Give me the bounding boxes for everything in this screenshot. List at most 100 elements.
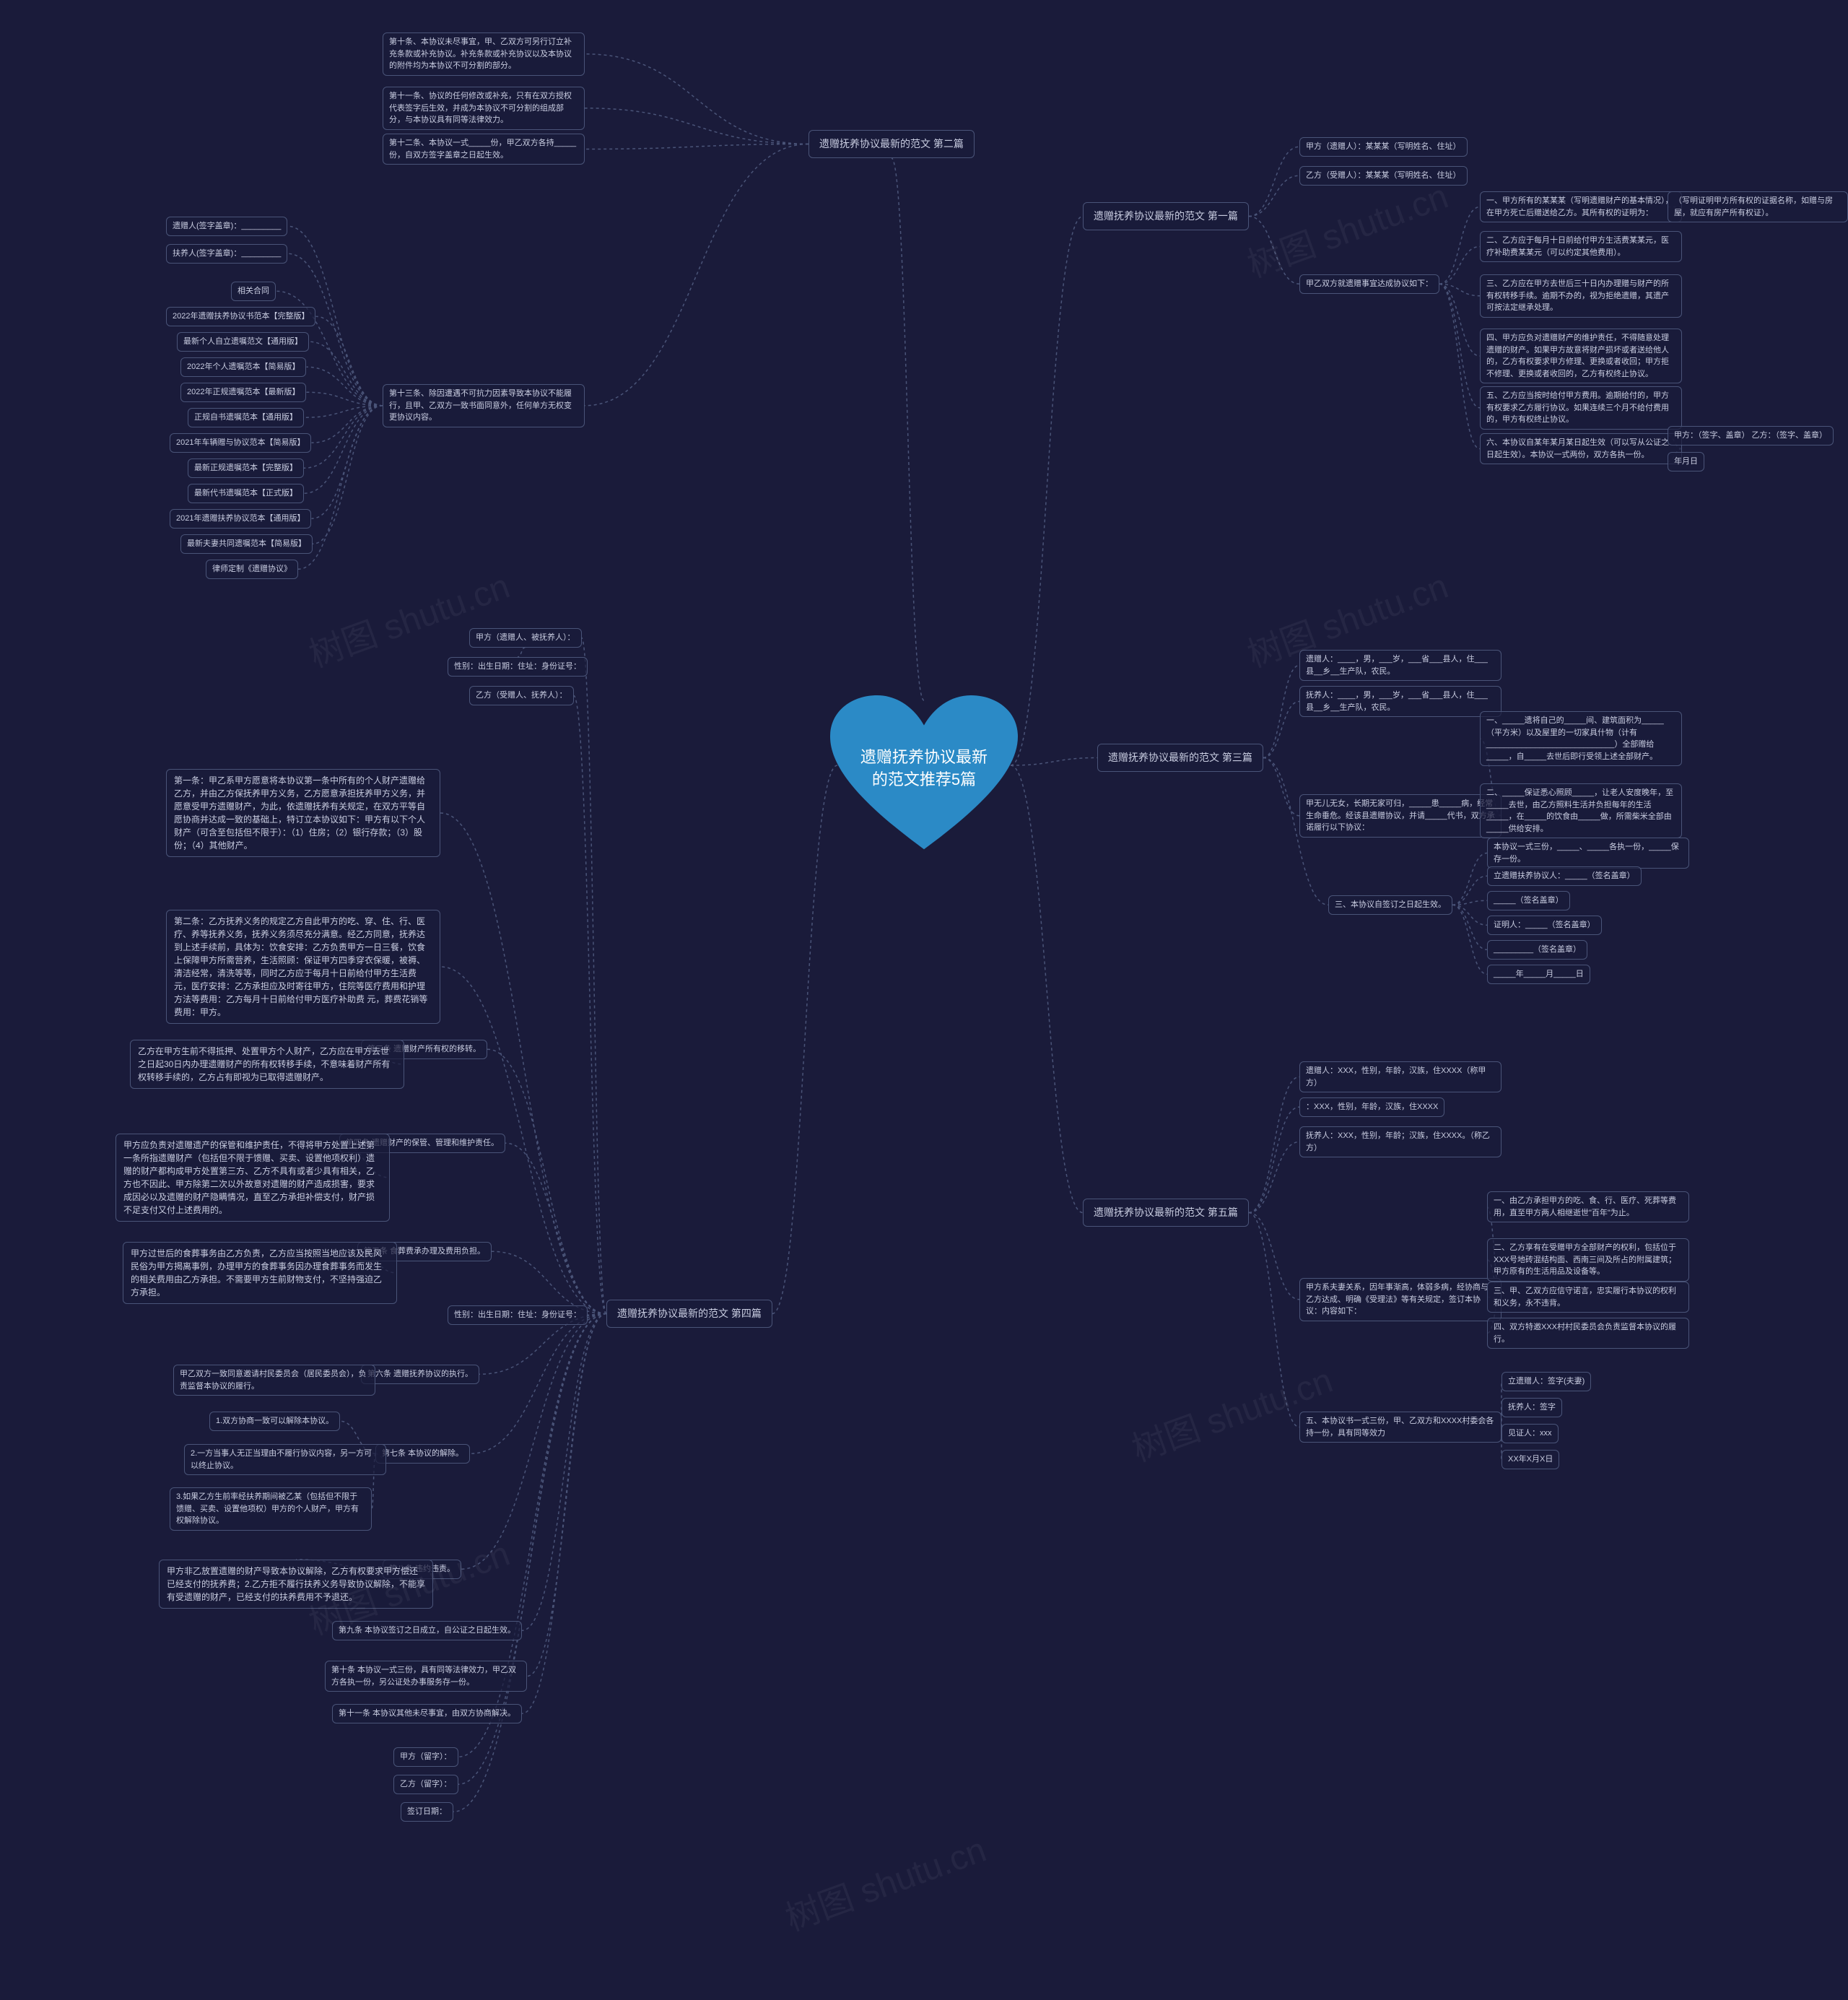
node-b2_l5: 最新个人自立遗嘱范文【通用版】 <box>177 332 309 352</box>
node-b2_l4: 2022年遗赠扶养协议书范本【完整版】 <box>166 307 315 326</box>
center-title: 遗赠抚养协议最新的范文推荐5篇 <box>859 747 989 791</box>
edge <box>311 406 383 443</box>
node-b3_c2: 二、_____保证悉心照顾_____，让老人安度晚年，至_____去世，由乙方照… <box>1480 783 1682 838</box>
node-b4_3: 乙方在甲方生前不得抵押、处置甲方个人财产，乙方应在甲方去世之日起30日内办理遗赠… <box>130 1040 404 1089</box>
node-b5_d2: 二、乙方享有在受赠甲方全部财产的权利，包括位于XXX号地砖混结构面、西南三间及所… <box>1487 1238 1689 1282</box>
node-b5_e2: 抚养人：签字 <box>1502 1398 1562 1417</box>
edge <box>311 406 383 519</box>
node-b3_c: 甲无儿无女，长期无家可归，_____患_____病，经常生命垂危。经该县遗赠协议… <box>1299 794 1502 838</box>
node-b4_s3: 签订日期： <box>401 1802 453 1822</box>
node-b5_e4: XX年X月X日 <box>1502 1450 1559 1469</box>
node-b1_c4: 四、甲方应负对遗赠财产的维护责任，不得随意处理遗赠的财产。如果甲方故意将财产损坏… <box>1480 329 1682 383</box>
node-b1_c2: 二、乙方应于每月十日前给付甲方生活费某某元，医疗补助费某某元（可以约定其他费用）… <box>1480 231 1682 262</box>
node-b5_d3: 三、甲、乙双方应信守诺言，忠实履行本协议的权利和义务，永不违背。 <box>1487 1282 1689 1313</box>
node-b2_l2: 扶养人(签字盖章)：_________ <box>166 244 287 264</box>
node-b2_l10: 最新正规遗嘱范本【完整版】 <box>188 458 304 478</box>
node-b2_l11: 最新代书遗嘱范本【正式版】 <box>188 484 304 503</box>
edge <box>304 406 383 494</box>
node-b5_d4: 四、双方特邀XXX村村民委员会负责监督本协议的履行。 <box>1487 1318 1689 1349</box>
node-b5_d: 甲方系夫妻关系，因年事渐高，体弱多病，经协商与乙方达成、明确《受理法》等有关规定… <box>1299 1278 1502 1321</box>
node-b5_a: 遗赠人：XXX，性别，年龄，汉族，住XXXX（称甲方） <box>1299 1061 1502 1092</box>
edge <box>1439 207 1480 284</box>
edge <box>1249 1077 1299 1213</box>
edge <box>1439 284 1480 296</box>
edge <box>487 1049 606 1313</box>
node-b5_e: 五、本协议书一式三份，甲、乙双方和XXXX村委会各持一份，具有同等效力 <box>1299 1412 1502 1443</box>
edge <box>1439 247 1480 284</box>
edge <box>1439 284 1480 408</box>
edge <box>1263 666 1299 758</box>
watermark: 树图 shutu.cn <box>1239 168 1454 287</box>
edge <box>1452 905 1487 925</box>
node-b4_s1: 甲方（留字）： <box>393 1747 458 1767</box>
edge <box>772 765 837 1314</box>
node-b3_d1: 本协议一式三份，_____、_____各执一份，_____保存一份。 <box>1487 838 1689 869</box>
branch-b1: 遗赠抚养协议最新的范文 第一篇 <box>1083 202 1249 230</box>
edge <box>1249 217 1299 284</box>
node-b4_1: 第一条：甲乙系甲方愿意将本协议第一条中所有的个人财产遗赠给乙方，并由乙方保抚养甲… <box>166 769 440 857</box>
node-b4_5: 甲方过世后的食葬事务由乙方负责，乙方应当按照当地应该及民风民俗为甲方揭离事例，办… <box>123 1242 397 1304</box>
node-b4_hA: 甲方（遗赠人、被抚养人）： <box>469 628 582 648</box>
edge <box>1011 758 1097 766</box>
edge <box>1452 900 1487 905</box>
edge <box>585 108 808 144</box>
node-b3_b: 抚养人：____，男，___岁，___省___县人，住___县__乡__生产队，… <box>1299 686 1502 717</box>
watermark: 树图 shutu.cn <box>777 1821 992 1940</box>
branch-b2: 遗赠抚养协议最新的范文 第二篇 <box>808 130 975 158</box>
node-b4_11h: 第十一条 本协议其他未尽事宜，由双方协商解决。 <box>332 1704 522 1723</box>
node-b2_l1: 遗赠人(签字盖章)：_________ <box>166 217 287 236</box>
edge <box>304 406 383 418</box>
edge <box>492 1251 606 1313</box>
edge <box>304 406 383 469</box>
edge <box>306 367 383 406</box>
node-b4_s2: 乙方（留字）： <box>393 1775 458 1794</box>
edge <box>1263 702 1299 758</box>
node-b1_c1a: （写明证明甲方所有权的证据名称，如赠与房屋，就应有房产所有权证）。 <box>1668 191 1848 222</box>
node-b4_7b: 2.一方当事人无正当理由不履行协议内容，另一方可以终止协议。 <box>184 1444 386 1475</box>
edge <box>1249 175 1299 216</box>
edge <box>1011 765 1083 1213</box>
node-b1_c: 甲乙双方就遗赠事宜达成协议如下： <box>1299 274 1439 294</box>
node-b4_hA1: 性别：出生日期：住址：身份证号： <box>448 657 588 677</box>
node-b1_c1: 一、甲方所有的某某某（写明遗赠财产的基本情况），在甲方死亡后赠送给乙方。其所有权… <box>1480 191 1682 222</box>
edge <box>574 695 607 1313</box>
node-b2_l9: 2021年车辆赠与协议范本【简易版】 <box>170 433 311 453</box>
node-b4_6h: 第六条 遗赠抚养协议的执行。 <box>361 1365 479 1384</box>
node-b3_d: 三、本协议自签订之日起生效。 <box>1328 895 1452 915</box>
edge <box>309 342 383 406</box>
node-b5_d1: 一、由乙方承担甲方的吃、食、行、医疗、死葬等费用，直至甲方两人相继逝世"百年"为… <box>1487 1191 1689 1222</box>
node-b1_c6a: 甲方：（签字、盖章） 乙方：（签字、盖章） <box>1668 426 1834 445</box>
edge <box>1011 217 1083 766</box>
node-b4_bot: 性别：出生日期：住址：身份证号： <box>448 1305 588 1325</box>
node-b3_d3: _____（签名盖章） <box>1487 891 1570 910</box>
node-b1_c5: 五、乙方应当按时给付甲方费用。逾期给付的，甲方有权要求乙方履行协议。如果连续三个… <box>1480 386 1682 430</box>
edge <box>461 1314 606 1570</box>
node-b2_a: 第十条、本协议未尽事宜，甲、乙双方可另行订立补充条款或补充协议。补充条款或补充协… <box>383 32 585 76</box>
node-b4_hB: 乙方（受赠人、抚养人）： <box>469 686 574 705</box>
node-b1_b: 乙方（受赠人）：某某某（写明姓名、住址） <box>1299 166 1468 186</box>
node-b3_d2: 立遗赠扶养协议人：_____（签名盖章） <box>1487 866 1642 886</box>
edge <box>585 54 808 144</box>
node-b2_l8: 正规自书遗嘱范本【通用版】 <box>188 408 304 427</box>
node-b5_e3: 见证人：xxx <box>1502 1424 1559 1443</box>
node-b2_l6: 2022年个人遗嘱范本【简易版】 <box>180 357 306 377</box>
node-b2_l14: 律师定制《遗赠协议》 <box>206 560 298 579</box>
edge <box>522 1314 606 1714</box>
node-b5_c: 抚养人：XXX，性别，年龄；汉族，住XXXX。（称乙方） <box>1299 1126 1502 1157</box>
node-b2_l7: 2022年正规遗嘱范本【最新版】 <box>180 383 306 402</box>
node-b4_2: 第二条：乙方抚养义务的规定乙方自此甲方的吃、穿、住、行、医疗、养等抚养义务，抚养… <box>166 910 440 1024</box>
edge <box>527 1314 606 1677</box>
node-b2_l12: 2021年遗赠扶养协议范本【通用版】 <box>170 509 311 529</box>
edge <box>585 144 808 406</box>
node-b5_b: ：XXX，性别，年龄，汉族，住XXXX <box>1299 1097 1444 1117</box>
node-b5_e1: 立遗赠人：签字(夫妻) <box>1502 1372 1591 1391</box>
node-b4_7h: 第七条 本协议的解除。 <box>375 1444 470 1464</box>
node-b2_c: 第十二条、本协议一式_____份，甲乙双方各持_____份，自双方签字盖章之日起… <box>383 134 585 165</box>
edge <box>1452 905 1487 949</box>
node-b2_l: 第十三条、除因遭遇不可抗力因素导致本协议不能履行，且甲、乙双方一致书面同意外，任… <box>383 384 585 427</box>
edge <box>505 1143 606 1313</box>
edge <box>1452 853 1487 905</box>
edge <box>582 638 607 1313</box>
node-b2_l13: 最新夫妻共同遗嘱范本【简易版】 <box>180 534 313 554</box>
edge <box>1452 876 1487 905</box>
